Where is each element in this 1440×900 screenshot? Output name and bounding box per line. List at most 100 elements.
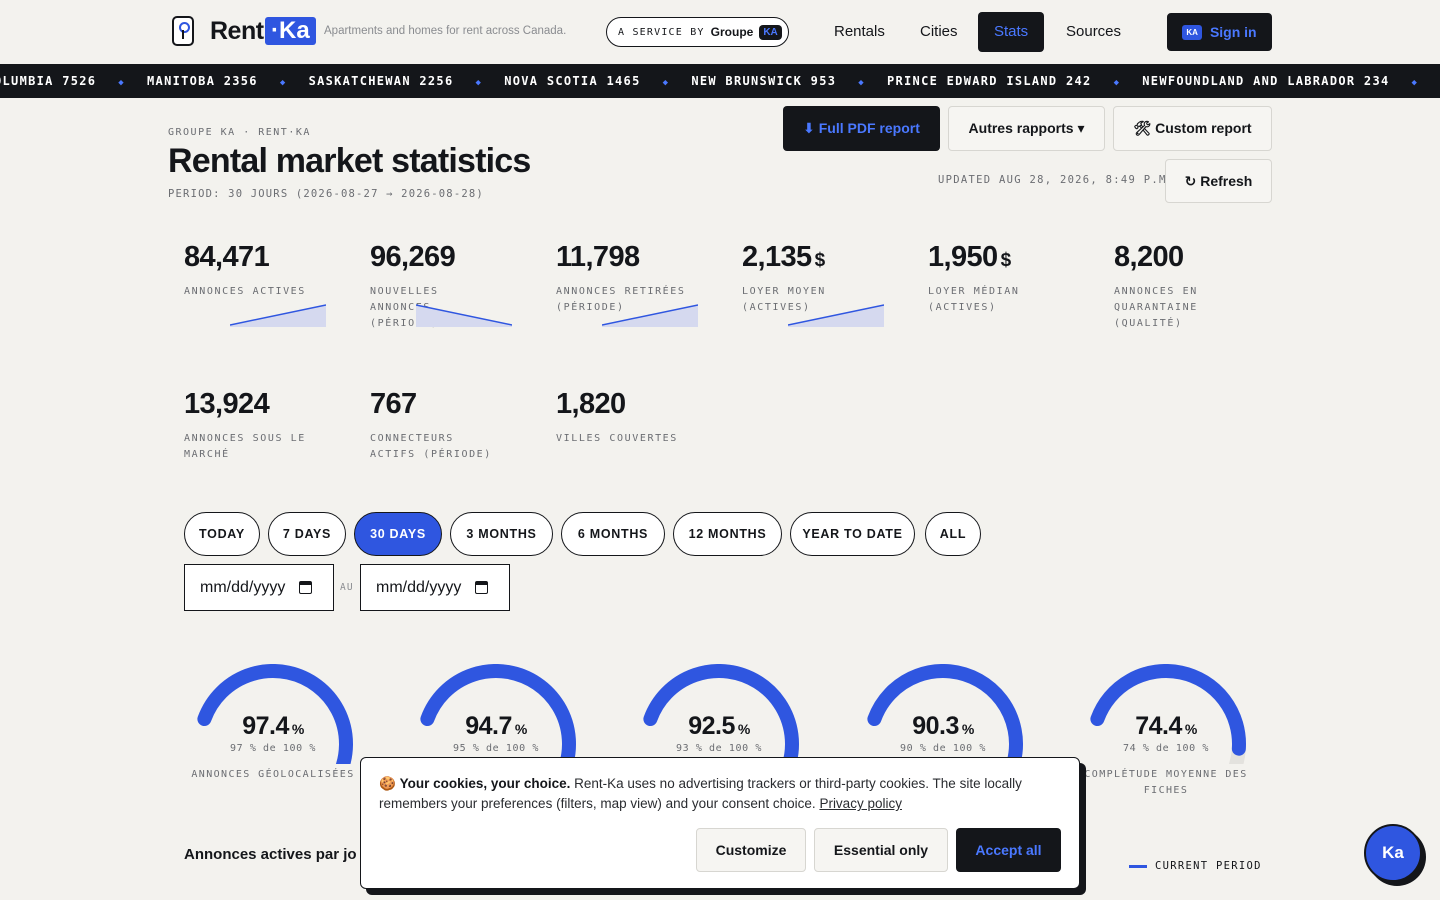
kpi-label: NOUVELLES ANNONCES (PÉRIODE): [370, 286, 439, 329]
sign-in-badge: KA: [1182, 24, 1202, 40]
kpi-sparkline: [416, 304, 512, 327]
gauge-subtext: 97 % de 100 %: [229, 743, 317, 754]
gauge-number: 94.7: [465, 712, 512, 740]
range-pill-7-days[interactable]: 7 DAYS: [268, 512, 346, 556]
calendar-icon[interactable]: [299, 581, 313, 594]
tagline: Apartments and homes for rent across Can…: [324, 25, 567, 37]
ticker-item: NEWFOUNDLAND AND LABRADOR 234: [1142, 74, 1390, 88]
kpi-label: LOYER MOYEN (ACTIVES): [742, 286, 826, 313]
gauge-label: ANNONCES GÉOLOCALISÉES: [191, 769, 355, 780]
sparkline-line: [230, 304, 326, 326]
eyebrow: GROUPE KA · RENT·KA: [168, 127, 311, 138]
gauge-unit: %: [737, 721, 750, 737]
date-from-placeholder: mm/dd/yyyy: [200, 578, 286, 596]
logo-text[interactable]: Rent: [210, 17, 264, 45]
gauge-arc-svg: [1090, 664, 1246, 764]
ticker-track: OLUMBIA 7526 ◆ MANITOBA 2356 ◆ SASKATCHEWAN …: [0, 64, 1440, 98]
essential-only-button[interactable]: Essential only: [814, 828, 948, 872]
kpi-card: 13,924 ANNONCES SOUS LE MARCHÉ: [184, 388, 344, 463]
kpi-number: 11,798: [556, 241, 640, 273]
range-pill-year-to-date[interactable]: YEAR TO DATE: [790, 512, 915, 556]
date-to-input[interactable]: mm/dd/yyyy: [360, 564, 510, 611]
ticker-separator-icon: ◆: [1113, 78, 1121, 88]
nav-cities[interactable]: Cities: [920, 23, 958, 40]
gauge-unit: %: [514, 721, 527, 737]
date-from-input[interactable]: mm/dd/yyyy: [184, 564, 334, 611]
other-reports-dropdown[interactable]: Autres rapports ▾: [948, 106, 1105, 151]
calendar-icon[interactable]: [475, 581, 489, 594]
customize-button[interactable]: Customize: [696, 828, 806, 872]
ticker-separator-icon: ◆: [858, 78, 865, 88]
kpi-value: 2,135 $: [742, 241, 902, 274]
kpi-label: VILLES COUVERTES: [556, 433, 678, 444]
ticker-separator-icon: ◆: [475, 78, 483, 88]
kpi-unit: $: [814, 250, 826, 271]
ticker-item: NOVA SCOTIA 1465: [504, 74, 641, 88]
refresh-button[interactable]: ↻ Refresh: [1165, 159, 1272, 203]
sparkline-line: [788, 304, 884, 326]
range-pill-3-months[interactable]: 3 MONTHS: [450, 512, 553, 556]
logo-key-icon[interactable]: [172, 16, 194, 46]
sign-in-label: Sign in: [1209, 24, 1257, 40]
kpi-number: 1,820: [556, 388, 626, 420]
assistant-chat-button[interactable]: Ka: [1364, 824, 1422, 882]
gauge-number: 74.4: [1135, 712, 1182, 740]
range-pill-6-months[interactable]: 6 MONTHS: [561, 512, 665, 556]
accept-all-button[interactable]: Accept all: [956, 828, 1061, 872]
kpi-value: 1,950 $: [928, 241, 1088, 274]
updated-timestamp: UPDATED AUG 28, 2026, 8:49 P.M.: [938, 174, 1175, 186]
kpi-number: 767: [370, 388, 417, 420]
sparkline-line: [416, 304, 512, 326]
full-pdf-report-button[interactable]: ⬇ Full PDF report: [783, 106, 940, 151]
section-title: Annonces actives par jo: [184, 846, 357, 863]
cookie-text: 🍪 Your cookies, your choice. Rent-Ka use…: [379, 774, 1061, 814]
cookie-heading: Your cookies, your choice.: [399, 776, 571, 791]
ticker-separator-icon: ◆: [279, 78, 287, 88]
range-pill-today[interactable]: TODAY: [184, 512, 260, 556]
service-badge: KA: [759, 24, 782, 40]
kpi-value: 1,820: [556, 388, 716, 421]
kpi-value: 767: [370, 388, 530, 421]
kpi-sparkline: [602, 304, 698, 327]
logo-badge[interactable]: ·Ka: [265, 17, 316, 45]
range-pill-12-months[interactable]: 12 MONTHS: [673, 512, 782, 556]
sign-in-button[interactable]: KA Sign in: [1167, 13, 1272, 51]
kpi-sparkline: [788, 304, 884, 327]
ticker-item: NEW BRUNSWICK 953: [691, 74, 837, 88]
kpi-card: 96,269 NOUVELLES ANNONCES (PÉRIODE): [370, 241, 530, 332]
gauge-fill: [197, 664, 353, 764]
gauge-unit: %: [1184, 721, 1197, 737]
kpi-card: 11,798 ANNONCES RETIRÉES (PÉRIODE): [556, 241, 716, 316]
custom-report-button[interactable]: 🛠 Custom report: [1113, 106, 1272, 151]
kpi-value: 11,798: [556, 241, 716, 274]
nav-rentals[interactable]: Rentals: [834, 23, 885, 40]
legend-swatch: [1129, 864, 1147, 868]
page-title: Rental market statistics: [168, 142, 531, 180]
sparkline-line: [602, 304, 698, 326]
service-label: A SERVICE BY: [618, 26, 705, 38]
gauge: 97.4% 97 % de 100 % ANNONCES GÉOLOCALISÉES: [188, 664, 358, 804]
nav-sources[interactable]: Sources: [1066, 23, 1122, 40]
gauge-number: 92.5: [688, 712, 735, 740]
kpi-value: 84,471: [184, 241, 344, 274]
kpi-label: ANNONCES ACTIVES: [184, 286, 306, 297]
kpi-label: ANNONCES SOUS LE MARCHÉ: [184, 433, 306, 460]
range-pill-all[interactable]: ALL: [925, 512, 981, 556]
privacy-policy-link[interactable]: Privacy policy: [819, 796, 902, 811]
ticker-item: SASKATCHEWAN 2256: [308, 74, 454, 88]
kpi-number: 2,135: [742, 241, 812, 273]
gauge: 94.7% 95 % de 100 %: [411, 664, 581, 804]
nav-stats[interactable]: Stats: [978, 12, 1045, 52]
service-pill[interactable]: A SERVICE BY Groupe KA: [606, 17, 789, 47]
range-pill-30-days[interactable]: 30 DAYS: [354, 512, 442, 556]
gauge-arc-svg: [197, 664, 353, 764]
date-separator: AU: [340, 582, 354, 593]
kpi-value: 96,269: [370, 241, 530, 274]
gauge-value: 97.4%: [188, 712, 358, 741]
ticker-separator-icon: ◆: [1411, 78, 1419, 88]
gauge-value: 74.4%: [1081, 712, 1251, 741]
gauge-unit: %: [291, 721, 304, 737]
kpi-label: ANNONCES EN QUARANTAINE (QUALITÉ): [1114, 286, 1198, 329]
province-ticker: OLUMBIA 7526 ◆ MANITOBA 2356 ◆ SASKATCHEWAN …: [0, 64, 1440, 98]
kpi-label: CONNECTEURS ACTIFS (PÉRIODE): [370, 433, 492, 460]
